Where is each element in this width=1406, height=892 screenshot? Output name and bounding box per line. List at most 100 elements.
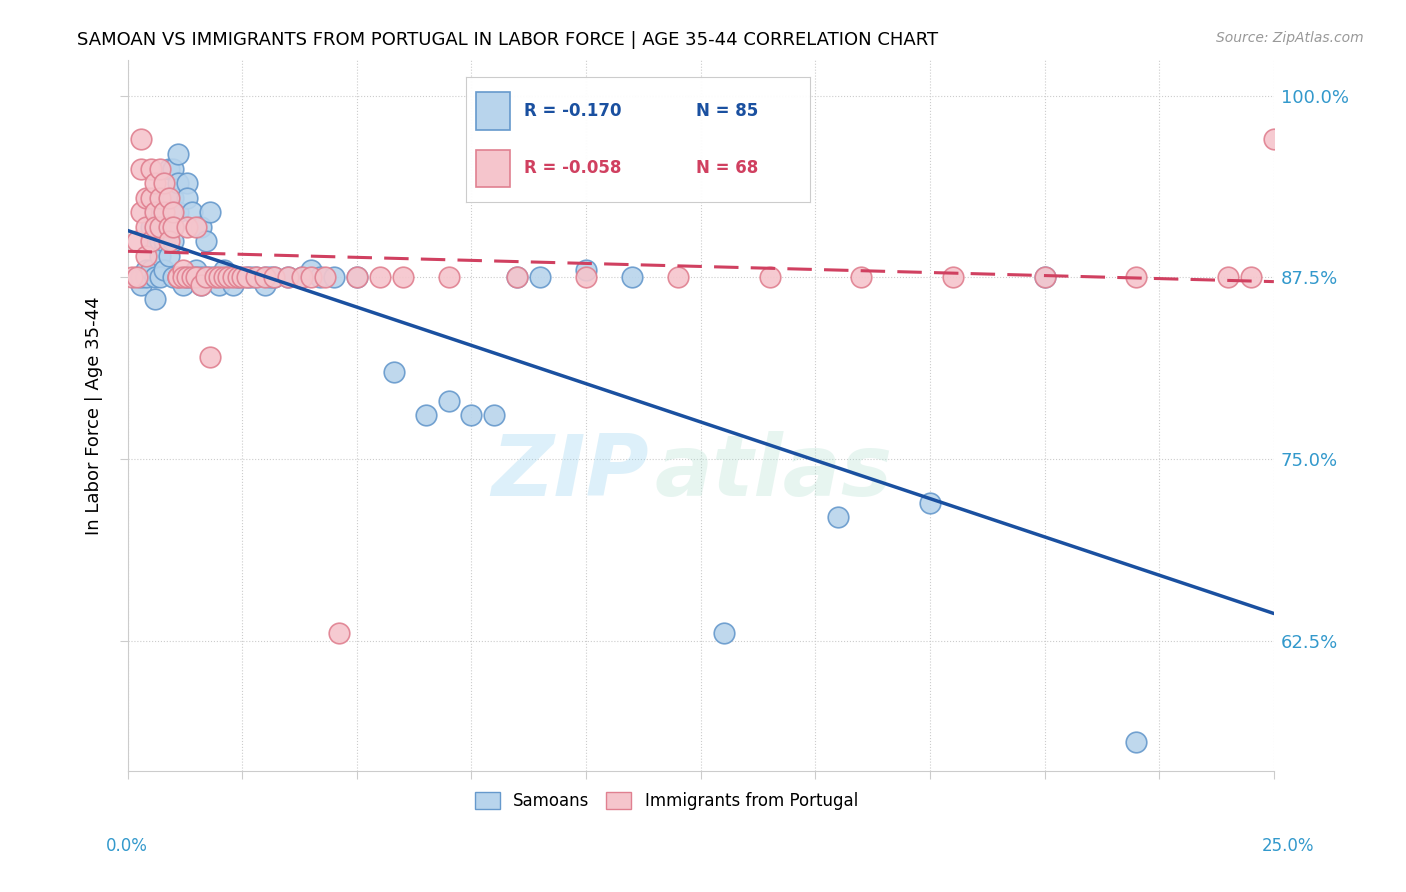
- Point: [135, 219, 157, 234]
- Point: [190, 277, 212, 292]
- Point: [186, 263, 208, 277]
- Point: [143, 219, 166, 234]
- Point: [918, 496, 941, 510]
- Point: [157, 234, 180, 248]
- Point: [135, 249, 157, 263]
- Point: [167, 270, 190, 285]
- Point: [121, 270, 143, 285]
- Point: [323, 270, 346, 285]
- Legend: Samoans, Immigrants from Portugal: Samoans, Immigrants from Portugal: [468, 785, 865, 816]
- Point: [149, 234, 172, 248]
- Point: [254, 277, 277, 292]
- Point: [167, 147, 190, 161]
- Point: [198, 205, 221, 219]
- Point: [198, 270, 221, 285]
- Point: [231, 270, 253, 285]
- Point: [299, 270, 322, 285]
- Point: [236, 270, 259, 285]
- Point: [143, 293, 166, 307]
- Point: [139, 219, 162, 234]
- Point: [713, 626, 735, 640]
- Point: [153, 234, 176, 248]
- Point: [222, 270, 245, 285]
- Point: [162, 161, 184, 176]
- Point: [162, 234, 184, 248]
- Point: [180, 270, 202, 285]
- Point: [149, 249, 172, 263]
- Point: [139, 234, 162, 248]
- Text: SAMOAN VS IMMIGRANTS FROM PORTUGAL IN LABOR FORCE | AGE 35-44 CORRELATION CHART: SAMOAN VS IMMIGRANTS FROM PORTUGAL IN LA…: [77, 31, 938, 49]
- Point: [620, 270, 643, 285]
- Point: [186, 270, 208, 285]
- Point: [236, 270, 259, 285]
- Point: [1216, 270, 1239, 285]
- Point: [198, 351, 221, 365]
- Point: [176, 219, 198, 234]
- Point: [194, 270, 217, 285]
- Point: [212, 270, 235, 285]
- Point: [529, 270, 551, 285]
- Point: [167, 270, 190, 285]
- Point: [368, 270, 391, 285]
- Point: [254, 270, 277, 285]
- Point: [180, 205, 202, 219]
- Point: [139, 263, 162, 277]
- Point: [157, 191, 180, 205]
- Point: [212, 263, 235, 277]
- Point: [172, 270, 194, 285]
- Point: [139, 234, 162, 248]
- Point: [157, 219, 180, 234]
- Point: [942, 270, 965, 285]
- Point: [172, 263, 194, 277]
- Point: [758, 270, 780, 285]
- Point: [415, 409, 437, 423]
- Point: [157, 191, 180, 205]
- Point: [218, 270, 240, 285]
- Point: [291, 270, 314, 285]
- Point: [143, 234, 166, 248]
- Point: [143, 176, 166, 190]
- Text: 0.0%: 0.0%: [105, 837, 148, 855]
- Point: [226, 270, 249, 285]
- Point: [125, 234, 148, 248]
- Point: [204, 270, 226, 285]
- Point: [153, 263, 176, 277]
- Point: [162, 219, 184, 234]
- Point: [194, 270, 217, 285]
- Point: [153, 205, 176, 219]
- Point: [143, 270, 166, 285]
- Text: 25.0%: 25.0%: [1263, 837, 1315, 855]
- Point: [153, 176, 176, 190]
- Point: [208, 277, 231, 292]
- Point: [190, 277, 212, 292]
- Point: [172, 270, 194, 285]
- Point: [139, 191, 162, 205]
- Point: [309, 270, 332, 285]
- Point: [254, 270, 277, 285]
- Point: [149, 161, 172, 176]
- Point: [263, 270, 285, 285]
- Point: [131, 270, 153, 285]
- Point: [176, 176, 198, 190]
- Point: [291, 270, 314, 285]
- Point: [131, 205, 153, 219]
- Point: [827, 510, 849, 524]
- Point: [131, 132, 153, 146]
- Point: [277, 270, 299, 285]
- Point: [226, 270, 249, 285]
- Point: [1125, 270, 1147, 285]
- Point: [176, 270, 198, 285]
- Point: [218, 270, 240, 285]
- Point: [167, 176, 190, 190]
- Point: [157, 219, 180, 234]
- Point: [194, 234, 217, 248]
- Point: [437, 394, 460, 409]
- Point: [153, 219, 176, 234]
- Point: [190, 270, 212, 285]
- Point: [1263, 132, 1285, 146]
- Point: [460, 409, 482, 423]
- Point: [162, 191, 184, 205]
- Point: [245, 270, 267, 285]
- Point: [208, 270, 231, 285]
- Point: [135, 270, 157, 285]
